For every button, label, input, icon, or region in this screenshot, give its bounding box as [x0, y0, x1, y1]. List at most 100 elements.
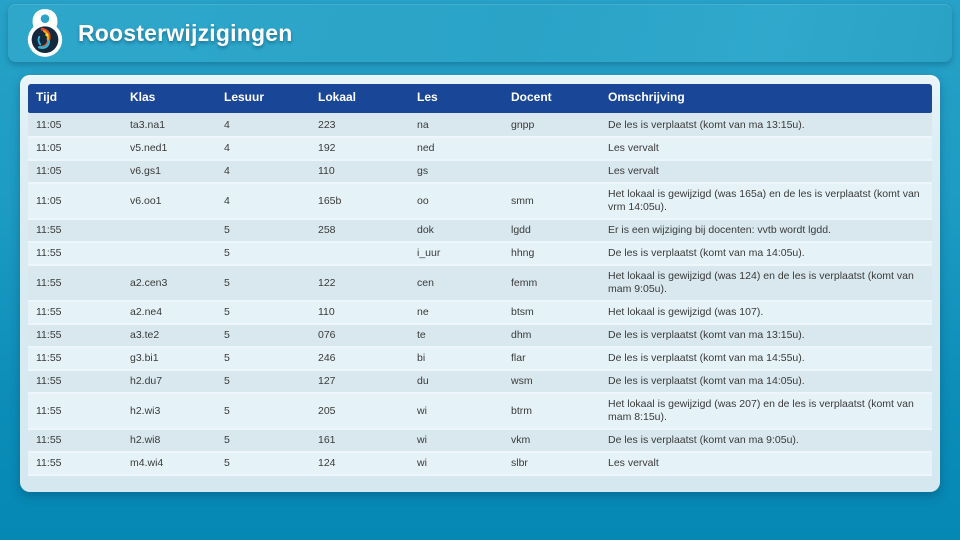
cell-tijd: 11:55 [28, 219, 122, 242]
cell-omschrijving: Het lokaal is gewijzigd (was 207) en de … [600, 393, 932, 429]
cell-docent [503, 137, 600, 160]
cell-docent: flar [503, 347, 600, 370]
school-emblem-icon [27, 9, 63, 57]
cell-klas [122, 219, 216, 242]
cell-docent: dhm [503, 324, 600, 347]
cell-klas: v6.gs1 [122, 160, 216, 183]
cell-docent: btrm [503, 393, 600, 429]
table-row: 11:05 v6.oo1 4 165b oo smm Het lokaal is gewij… [28, 183, 932, 219]
cell-les: ne [409, 301, 503, 324]
cell-lesuur: 5 [216, 324, 310, 347]
cell-les: bi [409, 347, 503, 370]
cell-omschrijving: Het lokaal is gewijzigd (was 165a) en de… [600, 183, 932, 219]
cell-lesuur: 4 [216, 183, 310, 219]
cell-omschrijving: De les is verplaatst (komt van ma 13:15u… [600, 324, 932, 347]
cell-omschrijving: Er is een wijziging bij docenten: vvtb w… [600, 219, 932, 242]
cell-klas: v5.ned1 [122, 137, 216, 160]
cell-les: oo [409, 183, 503, 219]
cell-lokaal: 246 [310, 347, 409, 370]
cell-docent: wsm [503, 370, 600, 393]
table-row: 11:05 ta3.na1 4 223 na gnpp De les is verplaat… [28, 113, 932, 137]
cell-klas: h2.du7 [122, 370, 216, 393]
cell-lesuur: 5 [216, 429, 310, 452]
cell-klas: h2.wi8 [122, 429, 216, 452]
page-title: Roosterwijzigingen [78, 19, 293, 46]
cell-lesuur: 5 [216, 370, 310, 393]
cell-klas: h2.wi3 [122, 393, 216, 429]
table-row: 11:55 a3.te2 5 076 te dhm De les is verplaatst… [28, 324, 932, 347]
table-row: 11:55 5 258 dok lgdd Er is een wijziging bij … [28, 219, 932, 242]
cell-lokaal: 122 [310, 265, 409, 301]
cell-klas [122, 242, 216, 265]
cell-lokaal: 161 [310, 429, 409, 452]
cell-tijd: 11:55 [28, 265, 122, 301]
column-header-lesuur: Lesuur [216, 84, 310, 113]
cell-tijd: 11:55 [28, 347, 122, 370]
cell-les: cen [409, 265, 503, 301]
table-row: 11:05 v5.ned1 4 192 ned Les vervalt [28, 137, 932, 160]
column-header-tijd: Tijd [28, 84, 122, 113]
cell-tijd: 11:55 [28, 393, 122, 429]
cell-omschrijving: Les vervalt [600, 452, 932, 475]
cell-docent: btsm [503, 301, 600, 324]
cell-docent: vkm [503, 429, 600, 452]
cell-omschrijving: Het lokaal is gewijzigd (was 107). [600, 301, 932, 324]
cell-lesuur: 5 [216, 242, 310, 265]
cell-docent: femm [503, 265, 600, 301]
table-row: 11:55 h2.wi3 5 205 wi btrm Het lokaal is gewij… [28, 393, 932, 429]
cell-docent: lgdd [503, 219, 600, 242]
cell-klas: v6.oo1 [122, 183, 216, 219]
cell-klas: a2.cen3 [122, 265, 216, 301]
cell-lesuur: 5 [216, 393, 310, 429]
cell-les: i_uur [409, 242, 503, 265]
cell-omschrijving: Les vervalt [600, 160, 932, 183]
cell-les: dok [409, 219, 503, 242]
cell-tijd: 11:55 [28, 324, 122, 347]
cell-omschrijving: De les is verplaatst (komt van ma 9:05u)… [600, 429, 932, 452]
cell-les: du [409, 370, 503, 393]
cell-les: wi [409, 429, 503, 452]
column-header-les: Les [409, 84, 503, 113]
cell-les: te [409, 324, 503, 347]
cell-les: na [409, 113, 503, 137]
cell-tijd: 11:55 [28, 301, 122, 324]
cell-lokaal [310, 242, 409, 265]
schedule-table-body: 11:05 ta3.na1 4 223 na gnpp De les is verplaat… [28, 113, 932, 475]
cell-lokaal: 258 [310, 219, 409, 242]
cell-lesuur: 5 [216, 347, 310, 370]
column-header-lokaal: Lokaal [310, 84, 409, 113]
cell-lesuur: 5 [216, 265, 310, 301]
cell-lesuur: 4 [216, 113, 310, 137]
cell-les: ned [409, 137, 503, 160]
cell-tijd: 11:55 [28, 242, 122, 265]
table-row: 11:55 m4.wi4 5 124 wi slbr Les vervalt [28, 452, 932, 475]
cell-tijd: 11:55 [28, 370, 122, 393]
cell-lokaal: 076 [310, 324, 409, 347]
cell-klas: a2.ne4 [122, 301, 216, 324]
cell-lesuur: 5 [216, 219, 310, 242]
cell-lokaal: 165b [310, 183, 409, 219]
cell-tijd: 11:05 [28, 137, 122, 160]
cell-tijd: 11:05 [28, 160, 122, 183]
cell-klas: m4.wi4 [122, 452, 216, 475]
cell-docent: hhng [503, 242, 600, 265]
cell-lesuur: 4 [216, 137, 310, 160]
schedule-table-head: Tijd Klas Lesuur Lokaal Les Docent Omsch… [28, 84, 932, 113]
column-header-klas: Klas [122, 84, 216, 113]
column-header-omschrijving: Omschrijving [600, 84, 932, 113]
cell-docent [503, 160, 600, 183]
table-row: 11:05 v6.gs1 4 110 gs Les vervalt [28, 160, 932, 183]
cell-lokaal: 110 [310, 160, 409, 183]
cell-lesuur: 5 [216, 452, 310, 475]
app-header: Roosterwijzigingen [8, 4, 952, 62]
cell-omschrijving: De les is verplaatst (komt van ma 14:55u… [600, 347, 932, 370]
column-header-docent: Docent [503, 84, 600, 113]
cell-tijd: 11:05 [28, 183, 122, 219]
cell-lokaal: 223 [310, 113, 409, 137]
table-row: 11:55 a2.ne4 5 110 ne btsm Het lokaal is gewij… [28, 301, 932, 324]
cell-lokaal: 127 [310, 370, 409, 393]
table-row: 11:55 g3.bi1 5 246 bi flar De les is verplaats… [28, 347, 932, 370]
table-row: 11:55 h2.du7 5 127 du wsm De les is verplaatst… [28, 370, 932, 393]
schedule-table: Tijd Klas Lesuur Lokaal Les Docent Omsch… [28, 84, 932, 476]
